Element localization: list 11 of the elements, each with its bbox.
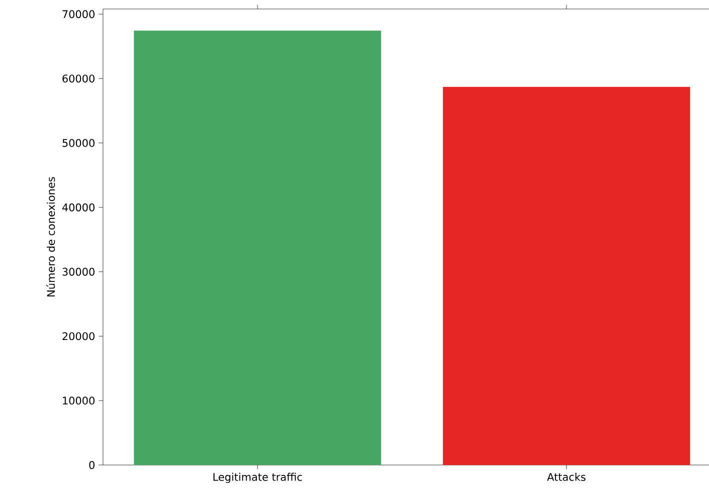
y-tick-label: 60000 xyxy=(62,74,94,83)
y-axis-title: Número de conexiones xyxy=(46,177,55,296)
y-tick-label: 40000 xyxy=(62,203,94,212)
y-tick-label: 50000 xyxy=(62,138,94,147)
y-tick-label: 0 xyxy=(89,461,94,469)
y-tick-label: 10000 xyxy=(62,396,94,405)
y-tick-label: 70000 xyxy=(62,10,94,18)
y-tick-label: 30000 xyxy=(62,268,94,276)
x-tick-label: Attacks xyxy=(547,472,586,481)
x-tick-label: Legitimate traffic xyxy=(213,472,302,483)
y-tick-label: 20000 xyxy=(62,332,94,340)
